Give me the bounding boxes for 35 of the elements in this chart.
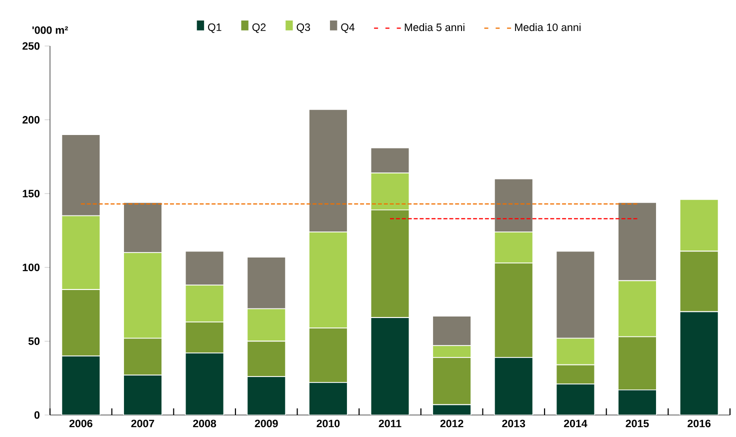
x-tick-label: 2006 — [69, 420, 92, 428]
y-axis-title: '000 m² — [32, 26, 68, 34]
y-tick-label: 250 — [22, 42, 40, 50]
bar — [370, 317, 410, 415]
x-tick-label: 2010 — [316, 420, 340, 428]
x-tick-label: 2007 — [131, 420, 154, 428]
bar — [123, 374, 162, 415]
bar — [680, 311, 719, 415]
bar — [184, 352, 224, 415]
legend-label: Q2 — [252, 23, 266, 33]
x-tick-label: 2008 — [193, 420, 216, 428]
bar — [246, 376, 286, 415]
bar — [556, 384, 596, 415]
legend-label: Media 5 anni — [404, 23, 464, 32]
y-tick-label: 200 — [22, 116, 40, 124]
x-tick-label: 2015 — [626, 420, 649, 428]
bar — [432, 404, 471, 415]
y-tick-label: 50 — [28, 337, 40, 345]
bar — [618, 390, 657, 415]
legend-label: Q4 — [341, 23, 355, 33]
legend-label: Q3 — [296, 23, 310, 33]
legend-label: Media 10 anni — [515, 23, 581, 32]
legend-label: Q1 — [208, 23, 222, 33]
x-tick-label: 2014 — [564, 420, 588, 428]
x-tick-label: 2009 — [254, 420, 278, 428]
x-tick-label: 2013 — [502, 420, 526, 428]
y-tick-label: 100 — [22, 264, 40, 272]
x-tick-label: 2011 — [378, 420, 402, 428]
bar — [308, 382, 348, 415]
x-tick-label: 2012 — [440, 420, 464, 428]
x-tick-label: 2016 — [688, 420, 711, 428]
bar — [61, 356, 100, 415]
bar — [494, 357, 534, 415]
y-tick-label: 150 — [22, 190, 40, 198]
y-tick-label: 0 — [34, 411, 40, 419]
